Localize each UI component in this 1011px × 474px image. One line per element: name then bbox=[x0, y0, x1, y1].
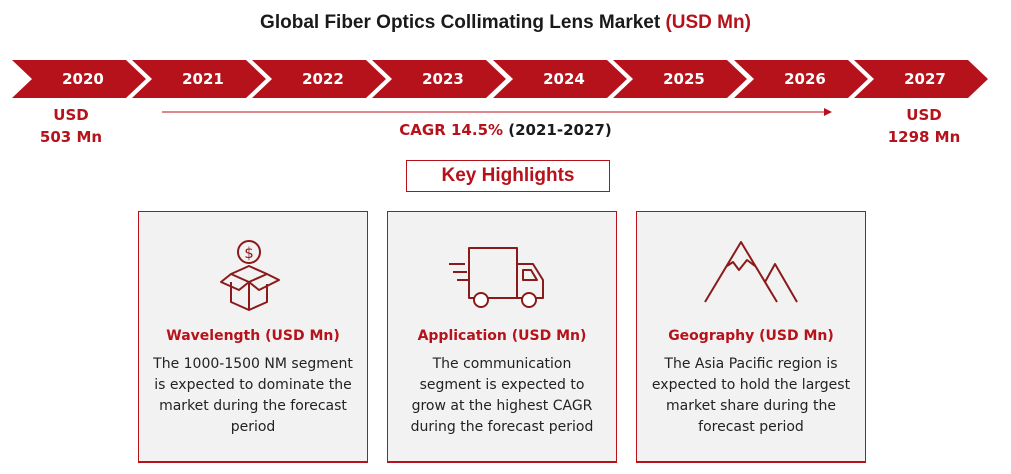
end-value: USD 1298 Mn bbox=[887, 106, 961, 146]
mountain-icon bbox=[637, 234, 865, 314]
card-text: The communication segment is expected to… bbox=[410, 356, 594, 435]
start-value: USD 503 Mn bbox=[39, 106, 103, 146]
money-box-icon: $ bbox=[139, 234, 367, 314]
highlight-card-wavelength: $ Wavelength (USD Mn) The 1000-1500 NM s… bbox=[138, 211, 368, 463]
page-title: Global Fiber Optics Collimating Lens Mar… bbox=[0, 12, 1011, 34]
highlight-card-geography: Geography (USD Mn) The Asia Pacific regi… bbox=[636, 211, 866, 463]
timeline-year-2026: 2026 bbox=[734, 60, 868, 98]
card-title: Application (USD Mn) bbox=[417, 328, 587, 344]
cagr-arrow bbox=[162, 108, 832, 116]
highlight-card-application: Application (USD Mn) The communication s… bbox=[387, 211, 617, 463]
year-timeline: 2020 2021 2022 2023 2024 2025 2026 2027 bbox=[12, 60, 992, 98]
key-highlights-heading: Key Highlights bbox=[406, 160, 610, 192]
timeline-year-2024: 2024 bbox=[493, 60, 627, 98]
timeline-year-2022: 2022 bbox=[252, 60, 386, 98]
card-text: The 1000-1500 NM segment is expected to … bbox=[153, 356, 353, 435]
timeline-year-2027: 2027 bbox=[854, 60, 988, 98]
timeline-year-2025: 2025 bbox=[613, 60, 747, 98]
delivery-truck-icon bbox=[388, 234, 616, 314]
timeline-year-2023: 2023 bbox=[372, 60, 506, 98]
cagr-text: CAGR 14.5% (2021-2027) bbox=[399, 121, 612, 139]
title-main: Global Fiber Optics Collimating Lens Mar… bbox=[260, 12, 666, 33]
card-title: Geography (USD Mn) bbox=[668, 328, 834, 344]
svg-text:$: $ bbox=[244, 244, 254, 262]
card-title: Wavelength (USD Mn) bbox=[166, 328, 340, 344]
title-unit: (USD Mn) bbox=[665, 12, 751, 33]
card-text: The Asia Pacific region is expected to h… bbox=[651, 356, 851, 435]
timeline-year-2021: 2021 bbox=[132, 60, 266, 98]
timeline-year-2020: 2020 bbox=[12, 60, 146, 98]
